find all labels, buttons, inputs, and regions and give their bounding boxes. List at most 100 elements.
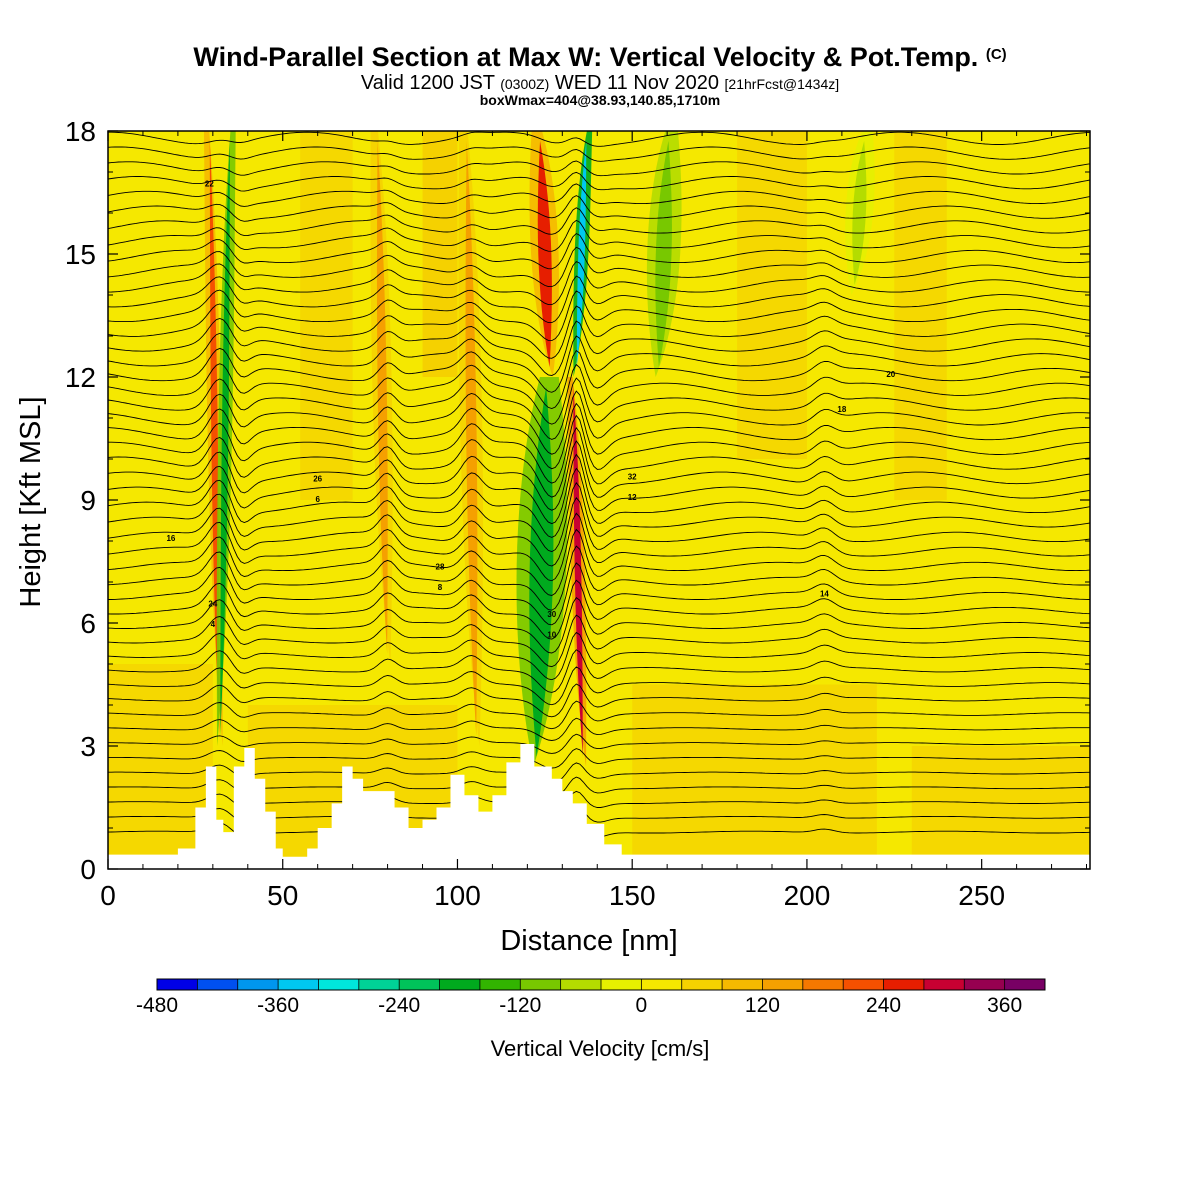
theta-contour-line bbox=[108, 426, 1090, 498]
x-tick-label: 100 bbox=[434, 880, 481, 911]
chart-title: Wind-Parallel Section at Max W: Vertical… bbox=[0, 42, 1200, 73]
theta-contour-line bbox=[108, 246, 1090, 288]
w-feature-core-2 bbox=[376, 141, 388, 654]
x-tick-label: 150 bbox=[609, 880, 656, 911]
theta-contour-line bbox=[108, 453, 1090, 525]
colorbar-label: Vertical Velocity [cm/s] bbox=[490, 1036, 710, 1061]
weak-ascent-patch-3 bbox=[911, 746, 1090, 869]
colorbar-tick-label: -120 bbox=[499, 994, 541, 1017]
colorbar-swatch bbox=[358, 979, 400, 990]
theta-contour-label: 14 bbox=[820, 589, 829, 598]
colorbar-tick-label: 0 bbox=[636, 994, 648, 1017]
colorbar-swatch bbox=[157, 979, 198, 990]
colorbar-swatch bbox=[802, 979, 844, 990]
w-feature-core-4 bbox=[537, 141, 552, 367]
colorbar-swatch bbox=[923, 979, 965, 990]
theta-contour-label: 20 bbox=[886, 370, 895, 379]
theta-contour-line bbox=[108, 790, 1090, 813]
weak-ascent-patch-4 bbox=[300, 131, 353, 500]
theta-contour-label: 26 bbox=[313, 475, 322, 484]
theta-contour-line bbox=[108, 377, 1090, 440]
weak-ascent-patch-6 bbox=[422, 131, 458, 377]
colorbar-swatch bbox=[964, 979, 1006, 990]
theta-contour-line bbox=[108, 332, 1090, 393]
chart-subtitle: Valid 1200 JST (0300Z) WED 11 Nov 2020 [… bbox=[0, 72, 1200, 95]
theta-contour-line bbox=[108, 683, 1090, 718]
x-tick-label: 0 bbox=[100, 880, 116, 911]
theta-contour-label: 24 bbox=[208, 600, 217, 609]
theta-contour-line bbox=[108, 717, 1090, 741]
theta-contour-line bbox=[108, 467, 1090, 538]
theta-contour-label: 6 bbox=[315, 495, 320, 504]
colorbar-swatch bbox=[843, 979, 885, 990]
theta-contour-line bbox=[108, 363, 1090, 425]
colorbar-tick-label: 240 bbox=[866, 994, 901, 1017]
colorbar-swatch bbox=[560, 979, 602, 990]
colorbar-swatch bbox=[278, 979, 319, 990]
theta-contours bbox=[108, 131, 1090, 843]
y-tick-label: 12 bbox=[65, 362, 96, 393]
theta-contour-line bbox=[108, 733, 1090, 754]
colorbar-swatch bbox=[601, 979, 642, 990]
theta-contour-line bbox=[108, 260, 1090, 306]
theta-contour-line bbox=[108, 748, 1090, 769]
theta-contour-line bbox=[108, 649, 1090, 693]
colorbar-tick-label: -360 bbox=[257, 994, 299, 1017]
theta-contour-line bbox=[108, 666, 1090, 706]
theta-contour-line bbox=[108, 762, 1090, 784]
theta-contour-label: 16 bbox=[166, 534, 175, 543]
theta-contour-line bbox=[108, 512, 1090, 582]
theta-contour-line bbox=[108, 183, 1090, 207]
theta-contour-line bbox=[108, 414, 1090, 484]
w-feature-core-9 bbox=[852, 141, 867, 285]
theta-contour-line bbox=[108, 700, 1090, 730]
theta-contour-label: 4 bbox=[211, 620, 216, 629]
x-tick-label: 200 bbox=[784, 880, 831, 911]
theta-contour-line bbox=[108, 390, 1090, 455]
x-tick-label: 50 bbox=[267, 880, 298, 911]
title-main: Wind-Parallel Section at Max W: Vertical… bbox=[193, 42, 979, 72]
x-tick-label: 250 bbox=[958, 880, 1005, 911]
valid-z: (0300Z) bbox=[500, 76, 550, 92]
theta-contour-line bbox=[108, 160, 1090, 177]
theta-contour-line bbox=[108, 171, 1090, 192]
w-feature-core-1 bbox=[220, 141, 230, 736]
theta-contour-label: 32 bbox=[628, 473, 637, 482]
colorbar-swatch bbox=[762, 979, 804, 990]
colorbar-swatch bbox=[1004, 979, 1046, 990]
colorbar-swatch bbox=[641, 979, 683, 990]
w-feature-core-7 bbox=[573, 387, 583, 757]
theta-contour-line bbox=[108, 579, 1090, 640]
y-tick-label: 9 bbox=[80, 485, 96, 516]
theta-contour-label: 28 bbox=[436, 563, 445, 572]
y-axis-label: Height [Kft MSL] bbox=[15, 396, 47, 607]
theta-contour-line bbox=[108, 614, 1090, 668]
theta-contour-line bbox=[108, 146, 1090, 162]
theta-contour-line bbox=[108, 195, 1090, 222]
theta-contour-label: 8 bbox=[438, 583, 443, 592]
theta-contour-line bbox=[108, 776, 1090, 799]
y-tick-label: 0 bbox=[80, 854, 96, 885]
theta-contour-line bbox=[108, 481, 1090, 553]
theta-contour-line bbox=[108, 631, 1090, 681]
colorbar-swatch bbox=[439, 979, 481, 990]
w-feature-core-6 bbox=[576, 141, 587, 367]
theta-contour-line bbox=[108, 528, 1090, 596]
forecast-info: [21hrFcst@1434z] bbox=[724, 76, 840, 92]
colorbar-tick-label: 120 bbox=[745, 994, 780, 1017]
title-mark: (C) bbox=[985, 46, 1007, 63]
theta-contour-line bbox=[108, 318, 1090, 376]
theta-contour-line bbox=[108, 219, 1090, 252]
theta-contour-label: 18 bbox=[837, 405, 846, 414]
theta-contour-label: 30 bbox=[547, 610, 556, 619]
colorbar-swatch bbox=[399, 979, 441, 990]
theta-contour-line bbox=[108, 347, 1090, 409]
colorbar-tick-label: -240 bbox=[378, 994, 420, 1017]
theta-contour-line bbox=[108, 207, 1090, 237]
theta-contour-line bbox=[108, 131, 1090, 147]
colorbar-swatch bbox=[237, 979, 279, 990]
theta-contour-line bbox=[108, 497, 1090, 567]
y-tick-label: 18 bbox=[65, 116, 96, 147]
box-wmax-info: boxWmax=404@38.93,140.85,1710m bbox=[479, 92, 721, 108]
